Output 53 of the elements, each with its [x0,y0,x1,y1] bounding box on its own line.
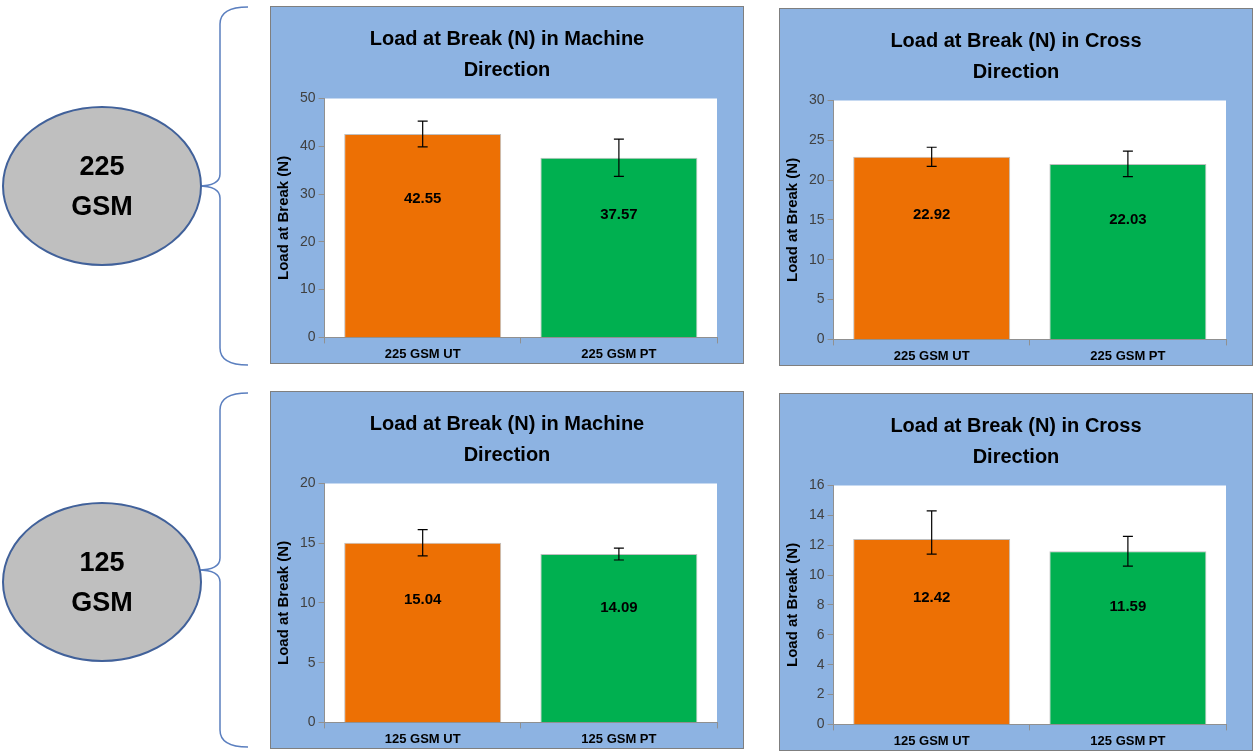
y-axis-title: Load at Break (N) [783,542,801,667]
y-tick-label: 10 [808,565,825,582]
data-label: 42.55 [403,189,442,207]
y-tick-label: 0 [307,328,316,345]
data-label: 14.09 [600,598,638,616]
data-label: 37.57 [600,205,638,223]
x-tick-label: 225 GSM PT [581,345,657,361]
y-tick-label: 15 [299,534,316,551]
y-tick-label: 10 [299,280,316,297]
y-tick-label: 30 [808,91,825,108]
text: 125 GSM [70,546,134,619]
x-tick-label: 125 GSM UT [384,730,461,746]
y-tick-label: 14 [808,506,825,523]
x-tick-label: 125 GSM PT [581,730,657,746]
y-tick-label: 0 [816,330,825,347]
y-tick-label: 40 [299,137,316,154]
y-tick-label: 5 [307,653,316,670]
x-tick-label: 225 GSM UT [384,345,461,361]
data-label: 11.59 [1109,596,1147,614]
y-tick-label: 20 [299,474,316,491]
y-tick-label: 4 [816,655,825,672]
y-tick-label: 20 [808,170,825,187]
y-tick-label: 30 [299,184,316,201]
x-tick-label: 225 GSM UT [893,347,970,363]
y-tick-label: 10 [299,593,316,610]
data-label: 15.04 [403,590,443,608]
chart-title: Load at Break (N) in Cross Direction [889,28,1143,84]
chart-title: Load at Break (N) in Cross Direction [889,413,1143,469]
y-tick-label: 2 [816,685,825,702]
data-label: 12.42 [912,588,951,606]
y-tick-label: 0 [816,715,825,732]
y-tick-label: 25 [808,131,825,148]
x-tick-label: 125 GSM UT [893,732,970,748]
y-axis-title: Load at Break (N) [783,157,801,282]
y-tick-label: 5 [816,290,825,307]
data-label: 22.03 [1109,210,1147,228]
x-tick-label: 125 GSM PT [1090,732,1166,748]
y-tick-label: 6 [816,625,825,642]
y-tick-label: 10 [808,250,825,267]
x-tick-label: 225 GSM PT [1090,347,1166,363]
data-label: 22.92 [912,205,951,223]
y-tick-label: 0 [307,713,316,730]
y-tick-label: 50 [299,89,316,106]
y-axis-title: Load at Break (N) [274,540,292,665]
y-tick-label: 8 [816,595,825,612]
chart-title: Load at Break (N) in Machine Direction [368,411,646,467]
y-tick-label: 15 [808,210,825,227]
y-tick-label: 20 [299,232,316,249]
y-tick-label: 16 [808,476,825,493]
y-axis-title: Load at Break (N) [274,155,292,280]
chart-title: Load at Break (N) in Machine Direction [368,26,646,82]
text: 225 GSM [70,150,134,223]
y-tick-label: 12 [808,536,825,553]
